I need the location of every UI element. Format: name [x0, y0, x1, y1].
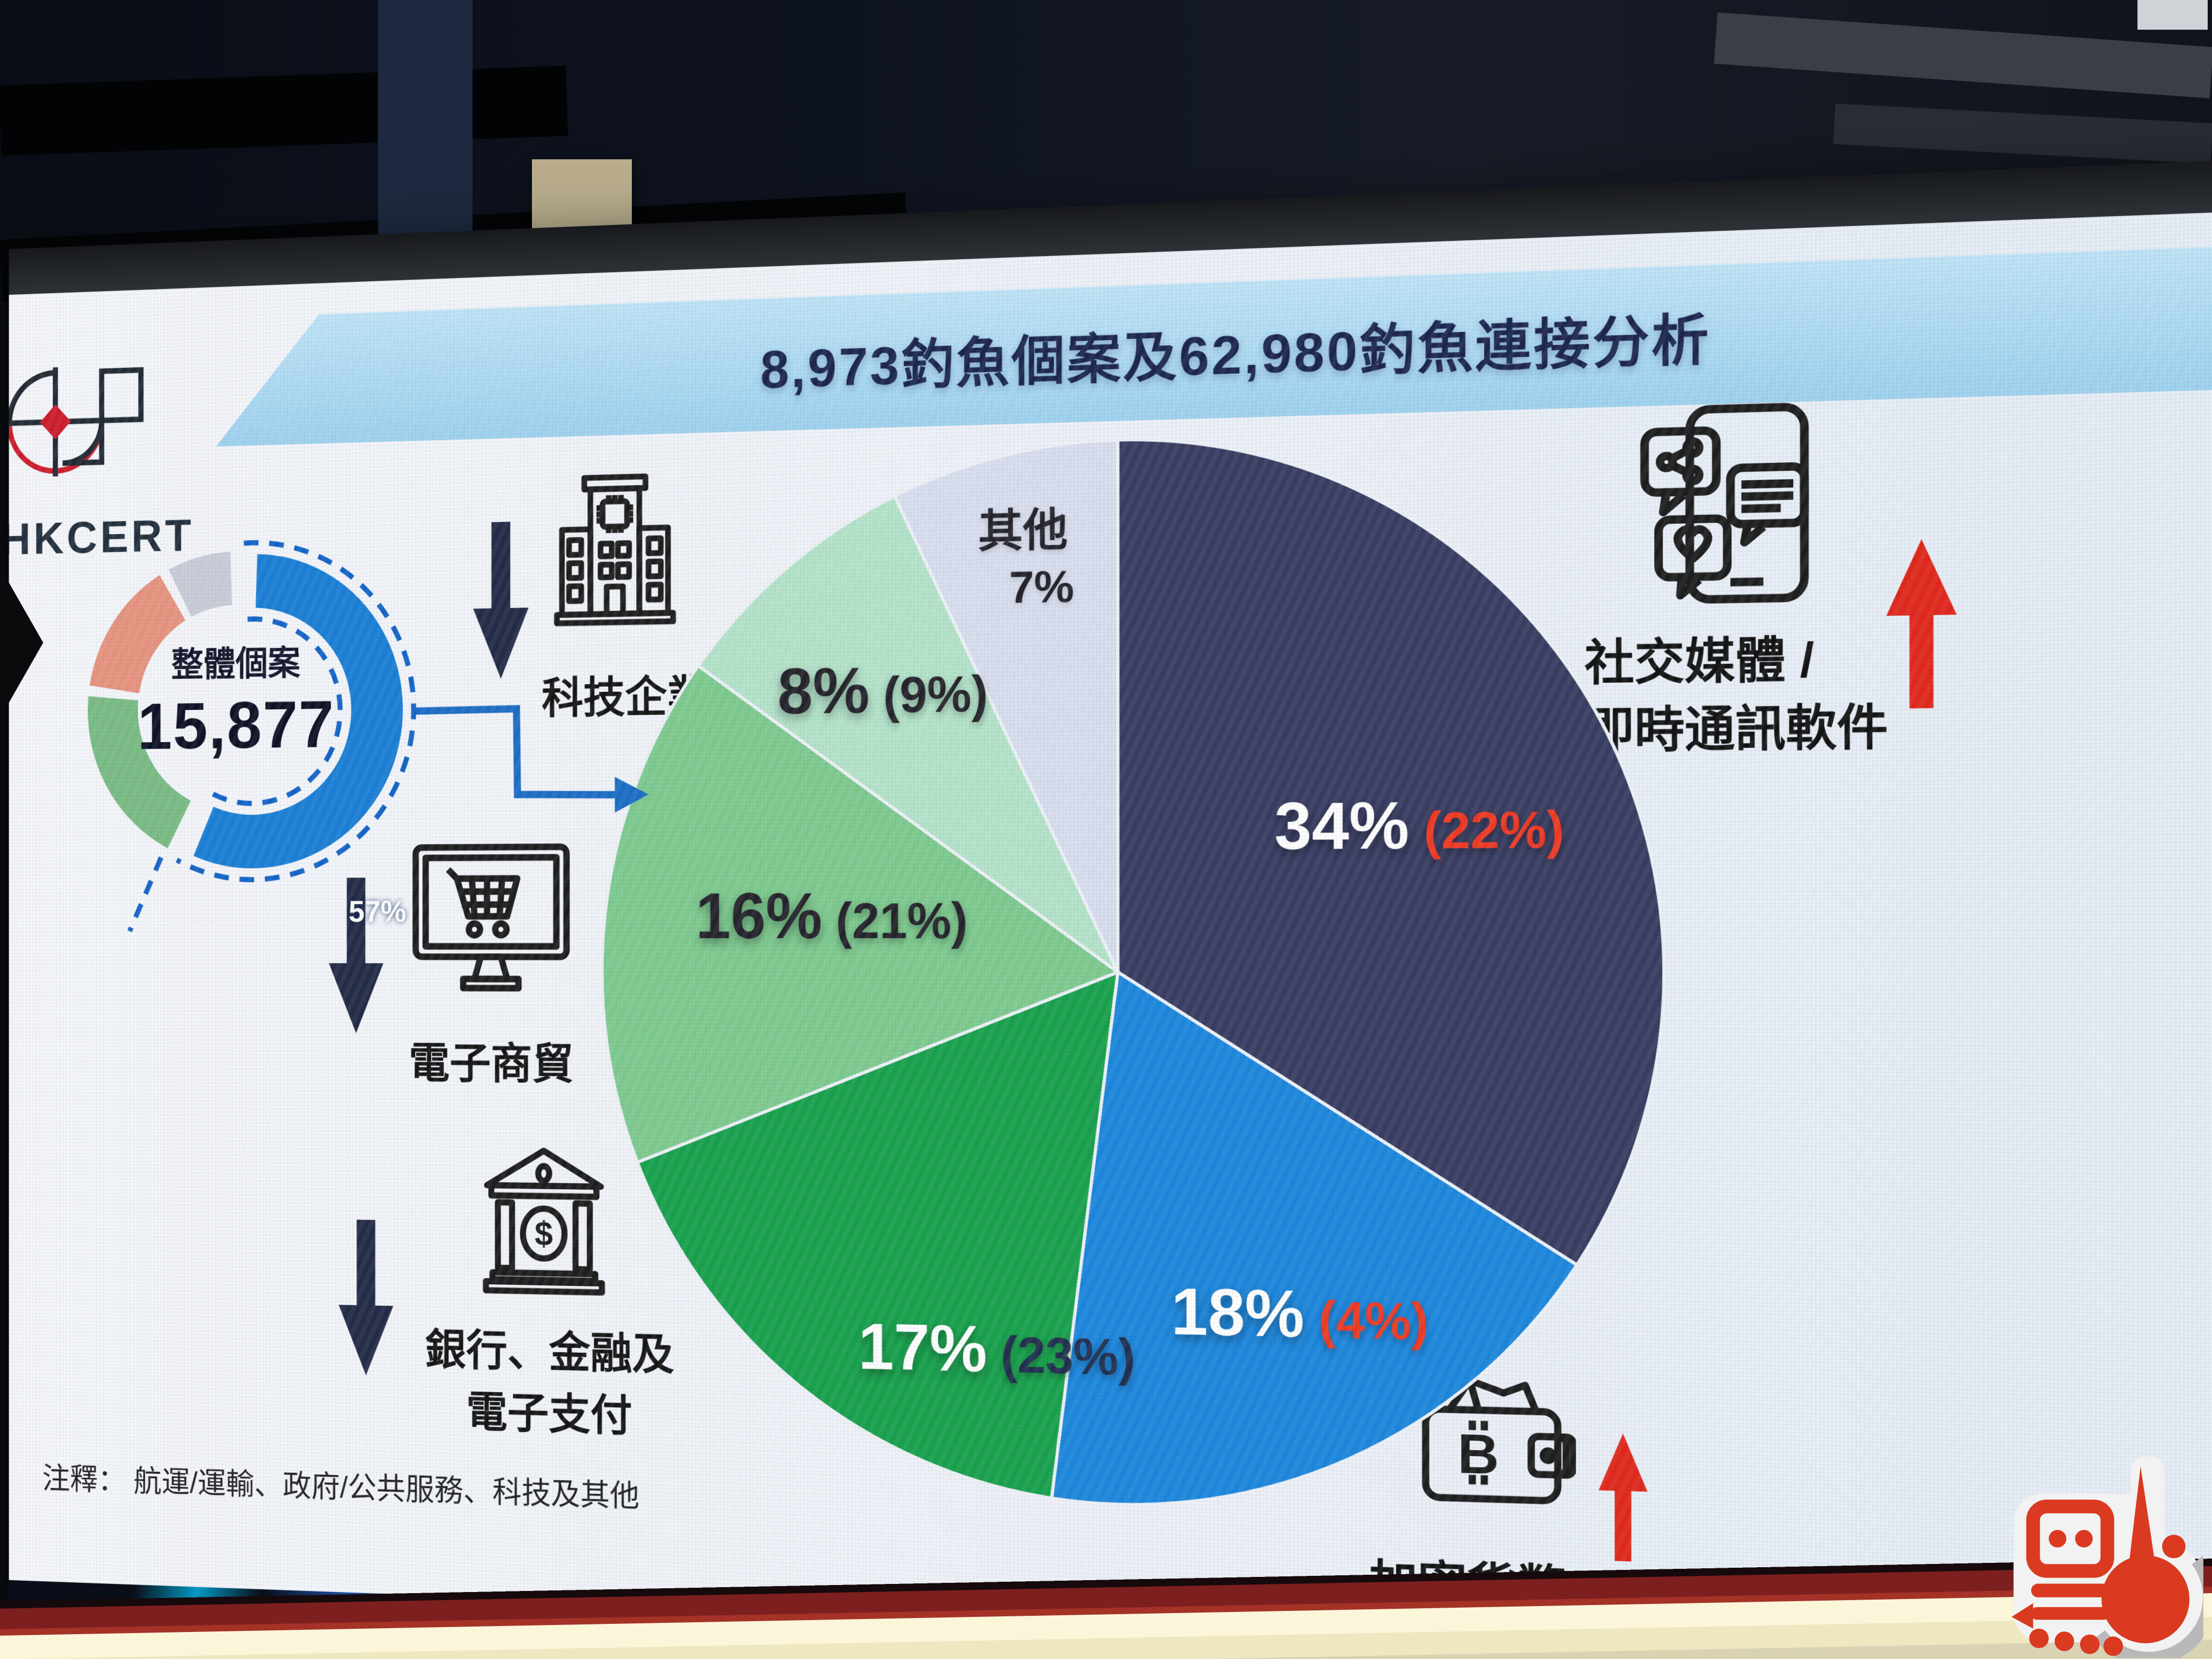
footnote: 注釋： 航運/運輸、政府/公共服務、科技及其他: [42, 1454, 639, 1515]
down-arrow-icon: [339, 1219, 393, 1376]
ceiling-light-panel: [2137, 0, 2208, 30]
pie-chart-phishing-analysis: 34% (22%) 18% (4%) 17% (23%) 16% (21%) 8% (9…: [595, 416, 1673, 1529]
ceiling-truss: [1833, 104, 2212, 164]
venue-photo: 8,973釣魚個案及62,980釣魚連接分析 HKCERT: [0, 0, 2212, 1659]
up-arrow-icon: [1886, 538, 1957, 709]
pie-slice-label-0: 34% (22%): [1274, 786, 1564, 865]
pie-slice-label-2: 17% (23%): [858, 1309, 1135, 1390]
bank-icon: $: [478, 1143, 610, 1297]
donut-segment-seg-salmon: [114, 598, 173, 690]
pie-slice-label-5: 其他 7%: [972, 502, 1074, 617]
ceiling-pillar: [378, 0, 473, 259]
dot-dot-news-logo: [2004, 1453, 2203, 1658]
slide: 8,973釣魚個案及62,980釣魚連接分析 HKCERT: [9, 207, 2212, 1659]
donut-segment-highlight: [204, 578, 377, 842]
hkcert-logo-icon: [9, 351, 146, 511]
svg-text:$: $: [535, 1215, 553, 1253]
pie-slice-label-4: 8% (9%): [778, 651, 988, 729]
donut-segment-seg-gray: [180, 578, 231, 594]
donut-segment-seg-green: [113, 697, 179, 825]
hkcert-logo-text: HKCERT: [9, 509, 194, 565]
slide-title: 8,973釣魚個案及62,980釣魚連接分析: [760, 294, 1711, 403]
pie-slice-label-1: 18% (4%): [1171, 1273, 1429, 1355]
ceiling-beam: [0, 66, 568, 156]
led-screen: 8,973釣魚個案及62,980釣魚連接分析 HKCERT: [9, 156, 2212, 1659]
